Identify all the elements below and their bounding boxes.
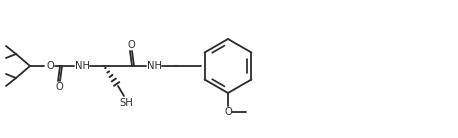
Text: O: O (46, 61, 54, 71)
Text: O: O (127, 40, 135, 50)
Text: NH: NH (75, 61, 89, 71)
Text: NH: NH (147, 61, 162, 71)
Text: O: O (224, 107, 232, 117)
Text: SH: SH (119, 98, 133, 108)
Text: O: O (55, 82, 63, 92)
